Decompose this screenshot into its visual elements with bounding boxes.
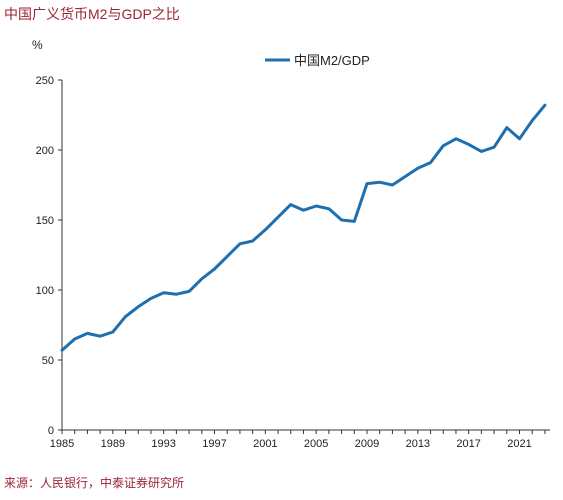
x-tick-label: 2021 bbox=[507, 438, 531, 450]
y-tick-label: 200 bbox=[36, 145, 54, 157]
y-tick-label: 250 bbox=[36, 75, 54, 87]
y-tick-labels: 0 50 100 150 200 250 bbox=[36, 75, 62, 437]
x-tick-label: 2017 bbox=[456, 438, 480, 450]
legend: 中国M2/GDP bbox=[265, 53, 370, 68]
x-tick-label: 1989 bbox=[101, 438, 125, 450]
x-tick-label: 2001 bbox=[253, 438, 277, 450]
source-note: 来源：人民银行，中泰证券研究所 bbox=[4, 476, 185, 490]
x-tick-label: 1985 bbox=[50, 438, 74, 450]
x-tick-label: 2009 bbox=[355, 438, 379, 450]
x-tick-labels: 1985 1989 1993 1997 2001 2005 2009 2013 2017 2021 bbox=[50, 430, 546, 450]
y-tick-label: 0 bbox=[48, 425, 54, 437]
x-tick-label: 2005 bbox=[304, 438, 328, 450]
series-line-m2-gdp bbox=[60, 103, 547, 352]
series-group bbox=[60, 103, 547, 352]
x-tick-label: 1993 bbox=[151, 438, 175, 450]
x-tick-label: 2013 bbox=[406, 438, 430, 450]
x-tick-label: 1997 bbox=[202, 438, 226, 450]
y-tick-label: 50 bbox=[42, 355, 54, 367]
y-unit-label: % bbox=[32, 38, 43, 52]
legend-label-m2-gdp: 中国M2/GDP bbox=[294, 53, 370, 68]
y-tick-label: 100 bbox=[36, 285, 54, 297]
chart-title: 中国广义货币M2与GDP之比 bbox=[4, 6, 180, 22]
y-tick-label: 150 bbox=[36, 215, 54, 227]
axes bbox=[61, 80, 550, 431]
